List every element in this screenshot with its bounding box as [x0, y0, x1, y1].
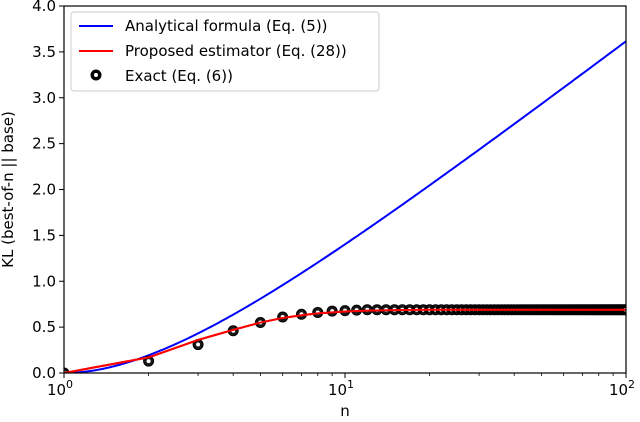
y-tick-label: 3.5	[32, 43, 56, 61]
y-tick-label: 0.5	[32, 318, 56, 336]
legend: Analytical formula (Eq. (5)) Proposed es…	[70, 11, 380, 92]
exact-point-center	[146, 359, 151, 364]
y-tick-label: 3.0	[32, 89, 56, 107]
x-tick-label: 102	[609, 378, 635, 399]
legend-marker-exact-center	[94, 73, 98, 77]
x-axis-label: n	[340, 402, 350, 420]
series-layer	[64, 40, 626, 373]
y-tick-label: 4.0	[32, 0, 56, 15]
x-tick-label: 100	[47, 378, 73, 399]
series-line-0	[64, 40, 626, 373]
legend-label-exact: Exact (Eq. (6))	[125, 67, 233, 85]
x-tick-label: 101	[328, 378, 354, 399]
legend-label-estimator: Proposed estimator (Eq. (28))	[125, 42, 347, 60]
y-tick-label: 1.5	[32, 226, 56, 244]
ticks-layer: 0.0 0.5 1.0 1.5 2.0 2.5 3.0 3.5 4.0 100 101 102	[32, 0, 635, 399]
legend-box	[70, 11, 380, 92]
y-tick-label: 1.0	[32, 272, 56, 290]
y-tick-label: 0.0	[32, 364, 56, 382]
series-line-estimator-top	[64, 308, 626, 373]
y-tick-label: 2.5	[32, 135, 56, 153]
legend-label-analytical: Analytical formula (Eq. (5))	[125, 17, 328, 35]
exact-point-center	[196, 342, 201, 347]
y-tick-label: 2.0	[32, 181, 56, 199]
plot-area	[64, 40, 626, 373]
y-axis-label: KL (best-of-n || base)	[0, 111, 17, 268]
